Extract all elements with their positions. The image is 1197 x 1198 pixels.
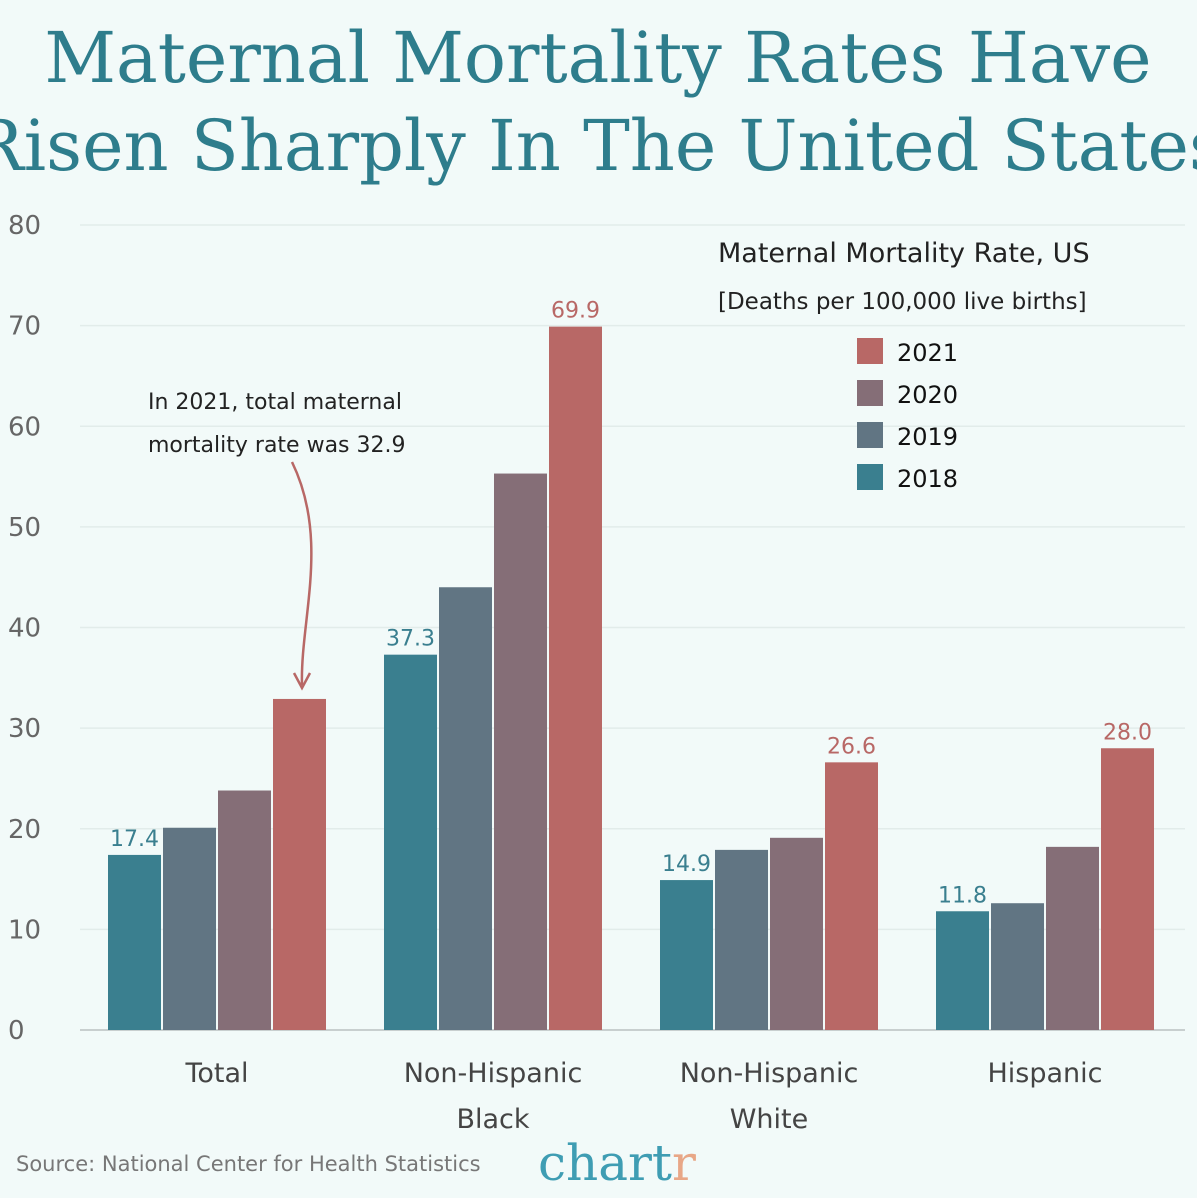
bar-2020: [494, 473, 547, 1030]
legend-label: 2018: [897, 465, 958, 493]
y-tick-label: 60: [8, 412, 41, 442]
legend-label: 2020: [897, 381, 958, 409]
legend: Maternal Mortality Rate, US [Deaths per …: [718, 238, 1090, 493]
data-label: 26.6: [827, 734, 876, 759]
bar-2018: [384, 654, 437, 1030]
data-label: 14.9: [662, 852, 711, 877]
y-tick-label: 30: [8, 714, 41, 744]
category-label: White: [730, 1104, 809, 1135]
category-label: Total: [184, 1058, 248, 1089]
bar-2021: [825, 762, 878, 1030]
legend-swatch: [857, 464, 883, 490]
bar-2018: [108, 854, 161, 1030]
category-label: Black: [456, 1104, 529, 1135]
logo-main: chart: [538, 1134, 672, 1192]
data-label: 11.8: [938, 883, 987, 908]
bar-2020: [218, 790, 271, 1030]
bar-2019: [439, 587, 492, 1030]
legend-label: 2019: [897, 423, 958, 451]
annotation-arrowhead: [292, 672, 312, 691]
y-tick-label: 40: [8, 614, 41, 644]
bar-2019: [715, 849, 768, 1030]
bar-2019: [163, 827, 216, 1030]
bar-2018: [660, 880, 713, 1030]
title-line-2: Risen Sharply In The United States: [0, 105, 1197, 187]
y-tick-label: 10: [8, 915, 41, 945]
category-label: Non-Hispanic: [404, 1058, 583, 1089]
bar-2021: [549, 326, 602, 1031]
bar-2020: [770, 837, 823, 1030]
legend-swatch: [857, 338, 883, 364]
bar-2019: [991, 903, 1044, 1030]
legend-swatch: [857, 380, 883, 406]
legend-label: 2021: [897, 339, 958, 367]
title-line-1: Maternal Mortality Rates Have: [44, 17, 1151, 99]
data-label: 69.9: [551, 299, 600, 324]
y-tick-label: 80: [8, 211, 41, 241]
legend-title: Maternal Mortality Rate, US: [718, 238, 1090, 269]
annotation: In 2021, total maternal mortality rate w…: [148, 390, 406, 691]
annotation-line-1: In 2021, total maternal: [148, 390, 402, 415]
data-label: 37.3: [386, 627, 435, 652]
data-label: 17.4: [110, 827, 159, 852]
annotation-arrow: [290, 461, 313, 686]
y-tick-label: 0: [8, 1016, 25, 1046]
legend-subtitle: [Deaths per 100,000 live births]: [718, 289, 1087, 315]
bar-2021: [273, 698, 326, 1030]
annotation-line-2: mortality rate was 32.9: [148, 433, 406, 458]
category-label: Non-Hispanic: [680, 1058, 859, 1089]
bar-2021: [1101, 748, 1154, 1030]
y-tick-label: 70: [8, 312, 41, 342]
source-note: Source: National Center for Health Stati…: [16, 1152, 481, 1176]
category-label: Hispanic: [987, 1058, 1102, 1089]
logo-end: r: [672, 1134, 696, 1192]
bar-2018: [936, 911, 989, 1030]
y-tick-label: 20: [8, 815, 41, 845]
y-tick-label: 50: [8, 513, 41, 543]
legend-swatch: [857, 422, 883, 448]
bar-2020: [1046, 846, 1099, 1030]
chartr-logo: chartr: [538, 1134, 696, 1192]
data-label: 28.0: [1103, 720, 1152, 745]
